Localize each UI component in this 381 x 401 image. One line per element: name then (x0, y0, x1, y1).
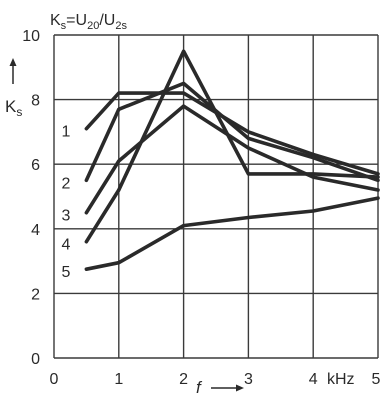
x-tick-label-2: 2 (179, 371, 188, 388)
x-tick-label-0: 0 (50, 371, 59, 388)
y-tick-label-10: 10 (22, 28, 40, 45)
x-tick-label-1: 1 (114, 371, 123, 388)
series-label-3: 3 (62, 208, 71, 225)
series-line-4 (84, 49, 380, 244)
y-tick-label-4: 4 (31, 222, 40, 239)
series-line-5 (84, 196, 380, 272)
data-series (84, 49, 380, 272)
x-tick-label-3: 3 (244, 371, 253, 388)
series-label-5: 5 (62, 264, 71, 281)
series-label-1: 1 (62, 124, 71, 141)
y-tick-labels: 0 2 4 6 8 10 (22, 28, 40, 368)
y-tick-label-0: 0 (31, 351, 40, 368)
chart-title: Ks=U20/U2s (50, 12, 127, 32)
series-label-2: 2 (62, 175, 71, 192)
x-axis-unit: kHz (327, 371, 355, 388)
y-axis-arrow-head (9, 58, 17, 66)
x-tick-label-4: 4 (309, 371, 318, 388)
series-label-4: 4 (62, 237, 71, 254)
x-axis-label-text: f (196, 378, 203, 397)
x-tick-labels: 0 1 2 3 4 5 (50, 371, 381, 388)
x-axis-arrow-head (236, 384, 244, 392)
y-tick-label-8: 8 (31, 93, 40, 110)
series-labels: 1 2 3 4 5 (62, 124, 71, 282)
y-tick-label-2: 2 (31, 286, 40, 303)
x-axis-label: f (196, 378, 244, 397)
series-line-3 (84, 104, 380, 215)
y-axis-label-text: Ks (5, 97, 22, 119)
y-tick-label-6: 6 (31, 157, 40, 174)
grid-lines (53, 34, 379, 359)
y-axis-label: Ks (5, 58, 22, 119)
x-tick-label-5: 5 (372, 371, 381, 388)
